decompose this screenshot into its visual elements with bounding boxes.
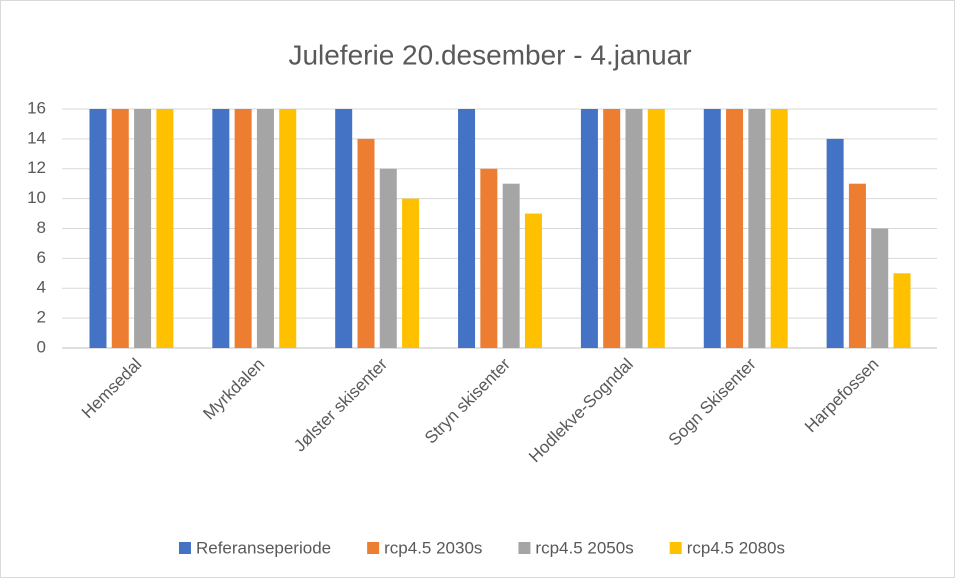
y-tick-label: 6 [37,248,46,267]
bar [279,109,297,348]
bar [748,109,766,348]
legend-swatch [518,542,531,554]
y-tick-label: 4 [37,278,46,297]
bar [647,109,665,348]
bar [625,109,643,348]
y-tick-label: 16 [27,98,46,117]
bar [402,198,420,348]
bar [703,109,721,348]
y-tick-label: 8 [37,218,46,237]
bar [480,168,498,348]
chart-title: Juleferie 20.desember - 4.januar [288,39,691,70]
y-tick-label: 12 [27,158,46,177]
bar [89,109,107,348]
bar [212,109,230,348]
bar [256,109,274,348]
legend-label: rcp4.5 2050s [535,538,633,557]
legend-label: Referanseperiode [196,538,331,557]
legend-label: rcp4.5 2030s [384,538,482,557]
bar [826,138,844,348]
bar [770,109,788,348]
bar [893,273,911,348]
bar [357,138,375,348]
legend-swatch [669,542,682,554]
bar [871,228,889,348]
bar [848,183,866,348]
y-tick-label: 10 [27,188,46,207]
y-tick-label: 2 [37,308,46,327]
bar [580,109,598,348]
y-tick-label: 0 [37,337,46,356]
bar [603,109,621,348]
bar [156,109,174,348]
legend-swatch [178,542,191,554]
legend-swatch [367,542,380,554]
bar [335,109,353,348]
bar [134,109,152,348]
bar [524,213,542,348]
bar [379,168,397,348]
bar [111,109,129,348]
legend-label: rcp4.5 2080s [687,538,785,557]
bar [234,109,252,348]
bar [502,183,520,348]
bar [726,109,744,348]
y-tick-label: 14 [27,128,46,147]
bar [458,109,476,348]
